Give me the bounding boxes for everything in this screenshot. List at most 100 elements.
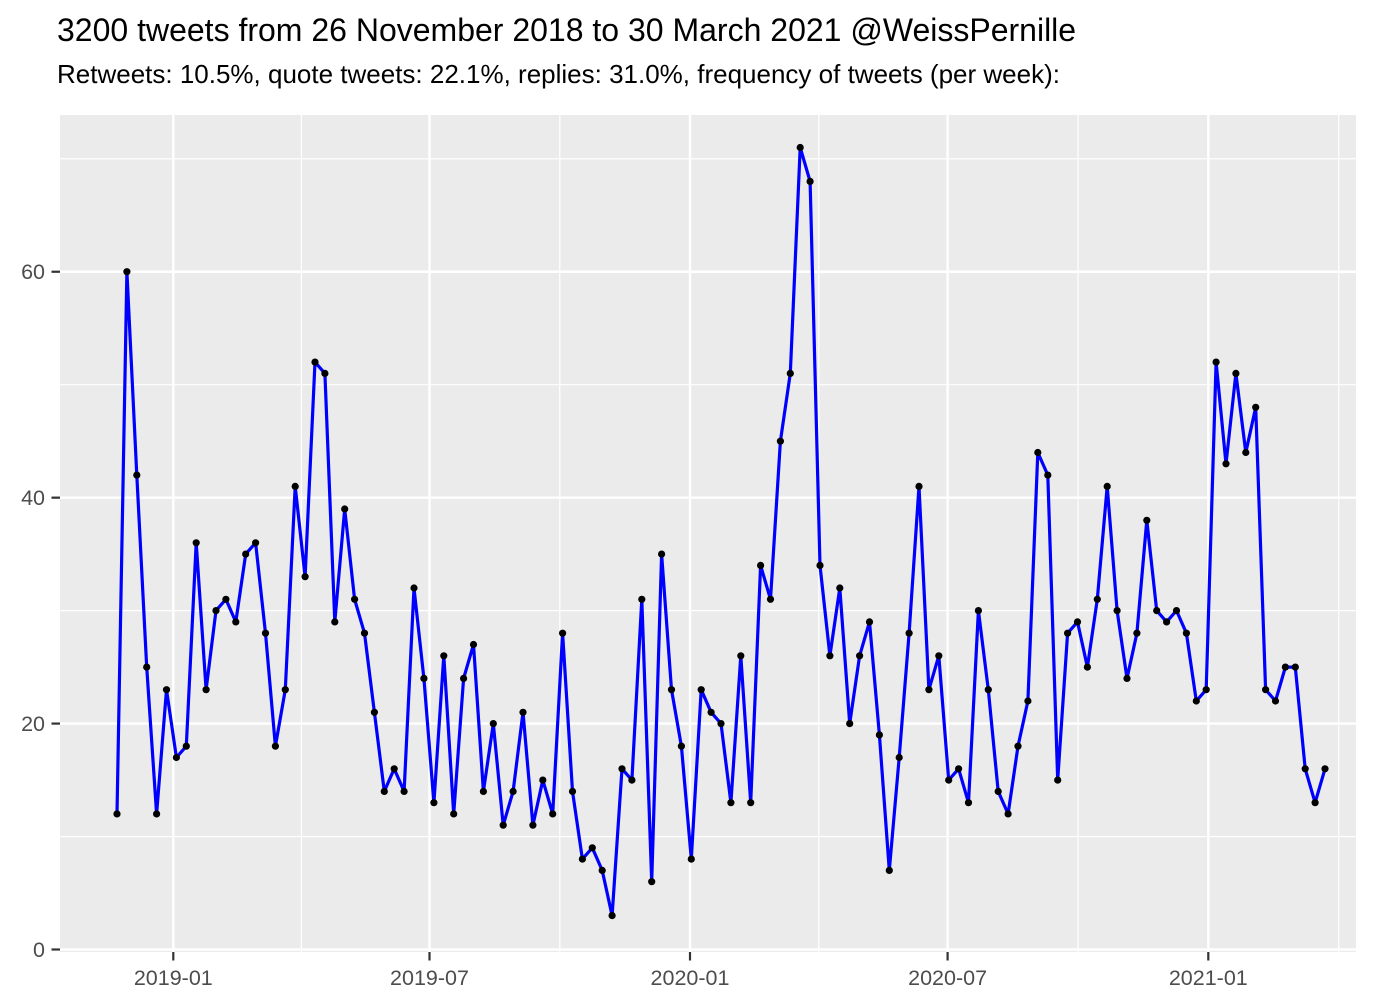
data-point (994, 787, 1002, 796)
data-point (717, 720, 725, 728)
data-point (1133, 629, 1141, 637)
x-tick-label-2021-01: 2021-01 (1169, 966, 1248, 990)
data-point (1143, 516, 1151, 524)
data-point (519, 708, 527, 716)
data-point (1044, 471, 1052, 479)
data-point (1271, 697, 1280, 705)
data-point (608, 912, 616, 920)
data-point (727, 799, 735, 807)
data-point (192, 539, 200, 547)
data-point (796, 143, 804, 152)
data-point (588, 844, 596, 852)
chart-subtitle: Retweets: 10.5%, quote tweets: 22.1%, re… (57, 59, 1060, 89)
data-point (757, 561, 765, 570)
data-point (430, 799, 438, 807)
data-point (776, 437, 785, 445)
data-point (707, 708, 715, 716)
data-point (559, 629, 567, 637)
data-point (1212, 358, 1220, 366)
data-point (162, 686, 171, 694)
data-point (1262, 686, 1270, 694)
data-point (469, 640, 478, 649)
y-tick-label-20: 20 (21, 712, 45, 736)
x-tick-label-2020-07: 2020-07 (908, 966, 987, 990)
data-point (578, 855, 587, 863)
data-point (261, 629, 270, 637)
data-point (856, 652, 864, 660)
data-point (172, 753, 180, 762)
data-point (1024, 697, 1032, 705)
y-tick-label-40: 40 (21, 486, 45, 510)
data-point (420, 674, 428, 683)
y-tick-label-0: 0 (33, 938, 45, 962)
data-point (1202, 686, 1210, 694)
data-point (766, 595, 775, 603)
data-point (895, 753, 903, 762)
data-point (1301, 765, 1309, 773)
data-point (479, 787, 487, 796)
data-point (499, 821, 507, 829)
data-point (1232, 369, 1240, 377)
data-point (658, 550, 666, 558)
data-point (955, 765, 963, 773)
data-point (232, 618, 240, 626)
data-point (1321, 765, 1329, 773)
data-point (242, 550, 250, 558)
data-point (1182, 629, 1190, 637)
data-point (1103, 482, 1111, 490)
data-point (1222, 460, 1230, 468)
data-point (905, 629, 913, 637)
data-point (370, 708, 378, 716)
data-point (945, 776, 953, 784)
data-point (964, 799, 973, 807)
data-point (865, 618, 874, 626)
data-point (400, 787, 408, 796)
data-point (489, 720, 497, 728)
data-point (628, 776, 636, 784)
data-point (1004, 810, 1012, 818)
data-point (747, 799, 755, 807)
x-tick-label-2019-07: 2019-07 (390, 966, 469, 990)
data-point (123, 268, 131, 276)
x-tick-label-2019-01: 2019-01 (134, 966, 213, 990)
data-point (806, 177, 814, 185)
data-point (351, 595, 359, 603)
data-point (549, 810, 557, 818)
data-point (618, 765, 626, 773)
y-tick-label-60: 60 (21, 260, 45, 284)
data-point (826, 652, 834, 660)
data-point (677, 742, 686, 750)
data-point (1064, 629, 1072, 637)
data-point (925, 686, 933, 694)
data-point (974, 607, 983, 615)
data-point (212, 607, 220, 615)
data-point (598, 866, 606, 875)
data-point (301, 573, 309, 581)
data-point (153, 810, 161, 818)
data-point (1291, 663, 1299, 671)
data-point (875, 731, 884, 739)
data-point (638, 595, 646, 603)
data-point (935, 652, 943, 660)
data-point (1073, 618, 1082, 626)
data-point (1192, 697, 1200, 705)
data-point (450, 810, 458, 818)
data-point (281, 686, 289, 694)
data-point (697, 686, 705, 694)
data-point (360, 629, 369, 637)
data-point (202, 686, 210, 694)
data-point (1281, 663, 1289, 671)
data-point (222, 595, 230, 603)
x-tick-label-2020-01: 2020-01 (651, 966, 730, 990)
data-point (1093, 595, 1101, 603)
data-point (1113, 607, 1121, 615)
plot-panel (60, 115, 1356, 952)
data-point (390, 765, 398, 773)
data-point (1014, 742, 1022, 750)
data-point (509, 787, 517, 796)
data-point (380, 787, 388, 796)
data-point (271, 742, 279, 750)
data-point (836, 584, 844, 592)
